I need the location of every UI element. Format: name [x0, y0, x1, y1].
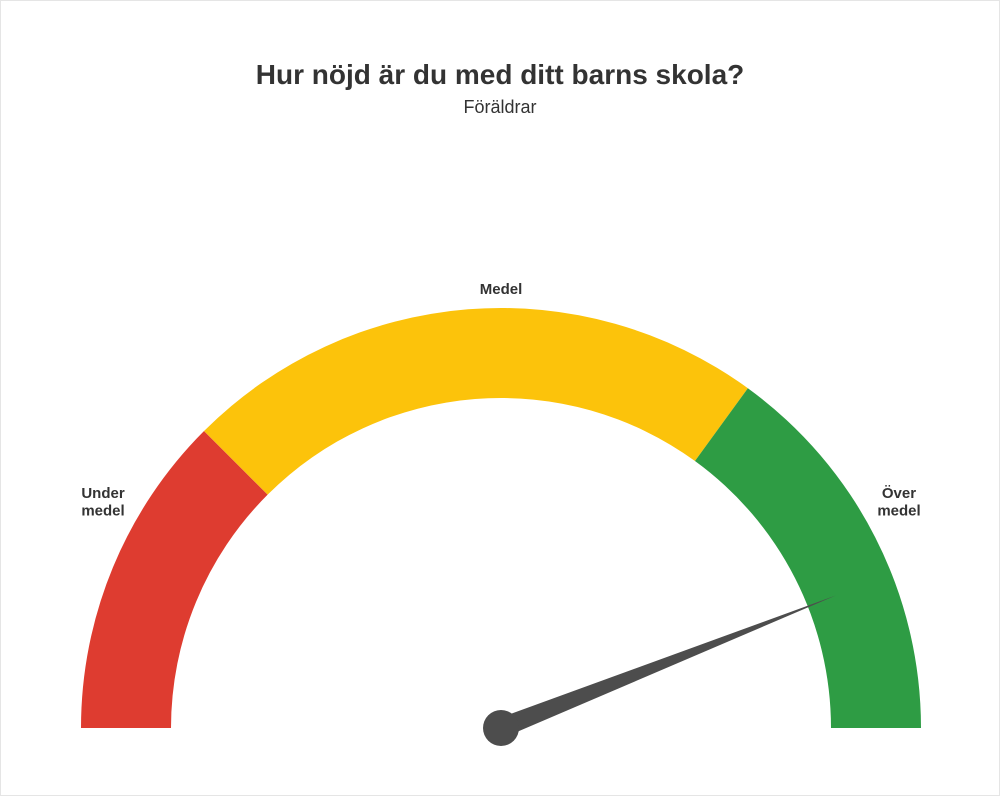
gauge-segment-label: Medel: [480, 281, 523, 298]
gauge-segment-label: Undermedel: [81, 485, 125, 519]
gauge-segment: [204, 308, 748, 495]
gauge-segment: [81, 431, 268, 728]
gauge-card: { "title": { "text": "Hur nöjd är du med…: [0, 0, 1000, 796]
gauge-needle-hub: [483, 710, 519, 746]
chart-title: Hur nöjd är du med ditt barns skola?: [1, 59, 999, 91]
gauge-segment: [695, 388, 921, 728]
gauge-needle: [497, 595, 835, 737]
gauge-segment-label: Övermedel: [877, 485, 920, 519]
gauge-chart: Undermedel Medel Övermedel: [1, 118, 1000, 758]
chart-subtitle: Föräldrar: [1, 97, 999, 118]
